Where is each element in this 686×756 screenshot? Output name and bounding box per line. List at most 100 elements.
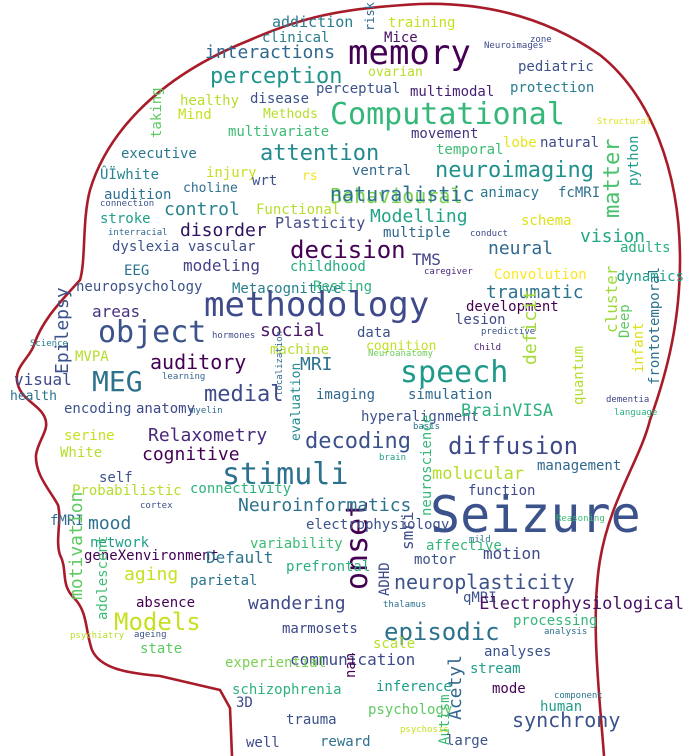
word-synchrony: synchrony xyxy=(512,708,621,732)
word-qmri: qMRI xyxy=(463,590,497,606)
word-analyses: analyses xyxy=(484,644,552,660)
word-conduct: conduct xyxy=(470,229,508,239)
word-child: Child xyxy=(474,343,502,353)
word-neuroanatomy: Neuroanatomy xyxy=(368,349,434,359)
word-adolescent: adolescent xyxy=(95,535,111,620)
word-mode: mode xyxy=(492,681,526,697)
word-stream: stream xyxy=(470,661,521,677)
word-visual: visual xyxy=(14,370,72,389)
word-behavioural: Behavioural xyxy=(330,184,463,208)
word-basis: basis xyxy=(413,422,441,432)
word-structural: Structural xyxy=(597,117,652,127)
word-simulation: simulation xyxy=(408,387,493,403)
word-wrt: wrt xyxy=(252,173,278,189)
word-interracial: interracial xyxy=(108,228,168,238)
word-function: function xyxy=(468,483,536,499)
word-audition: audition xyxy=(104,187,172,203)
word-parietal: parietal xyxy=(190,573,258,589)
word-neuroimaging: neuroimaging xyxy=(435,158,594,183)
word-motivation: motivation xyxy=(66,491,87,600)
word-modelling: Modelling xyxy=(370,206,468,227)
word-vision: vision xyxy=(580,226,646,247)
word-development: development xyxy=(466,299,559,315)
word-ageing: ageing xyxy=(134,630,167,640)
word-motor: motor xyxy=(414,552,457,568)
word-deep: Deep xyxy=(617,304,633,338)
word-mri: MRI xyxy=(300,354,333,375)
word-electrophysiological: Electrophysiological xyxy=(479,594,684,614)
word-cognition: cognition xyxy=(366,339,437,354)
word-disease: disease xyxy=(250,91,310,107)
word-training: training xyxy=(388,15,456,31)
word-scale: scale xyxy=(373,636,416,652)
word-perception: perception xyxy=(210,64,343,89)
word-brainvisa: BrainVISA xyxy=(461,401,554,421)
word-methods: Methods xyxy=(263,107,318,122)
word-clinical: clinical xyxy=(262,30,330,46)
word-mind: Mind xyxy=(178,107,212,123)
word-nan: nan xyxy=(343,652,359,678)
word-communication: communication xyxy=(290,650,416,669)
word-u-i-white: ÛÏwhite xyxy=(100,167,160,183)
word-seizure: Seizure xyxy=(430,486,641,544)
word-epilepsy: Epilepsy xyxy=(52,287,73,374)
word-variability: variability xyxy=(250,536,343,552)
word-caregiver: caregiver xyxy=(424,267,473,277)
word-infant: infant xyxy=(631,322,647,373)
word-rs: rs xyxy=(302,169,318,184)
word-health: health xyxy=(10,389,57,404)
word-trauma: trauma xyxy=(286,712,337,728)
word-mice: Mice xyxy=(384,30,418,46)
word-injury: injury xyxy=(206,165,257,181)
word-methodology: methodology xyxy=(204,285,430,325)
word-modeling: modeling xyxy=(183,256,261,275)
word-multimodal: multimodal xyxy=(410,84,495,100)
word-affective: affective xyxy=(426,538,502,554)
word-quantum: quantum xyxy=(571,345,587,405)
word-prefrontal: prefrontal xyxy=(286,559,371,575)
word-3d: 3D xyxy=(236,695,253,711)
word-executive: executive xyxy=(121,146,197,162)
word-vascular: vascular xyxy=(188,239,256,255)
word-childhood: childhood xyxy=(290,259,366,275)
word-learning: learning xyxy=(162,372,206,382)
word-large: large xyxy=(446,733,489,749)
word-computational: Computational xyxy=(330,97,565,132)
word-control: control xyxy=(164,199,240,220)
word-temporal: temporal xyxy=(436,142,504,158)
word-self: self xyxy=(99,470,133,486)
word-traumatic: traumatic xyxy=(486,282,584,303)
word-neuroinformatics: Neuroinformatics xyxy=(238,495,412,516)
word-object: object xyxy=(98,315,207,350)
word-smri: smri xyxy=(398,511,417,550)
word-attention: attention xyxy=(260,141,380,166)
word-schema: schema xyxy=(521,213,572,229)
word-electrophysiology: electrophysiology xyxy=(306,517,450,533)
word-processing: processing xyxy=(513,613,598,629)
word-neuroimages: Neuroimages xyxy=(484,41,544,51)
word-neuropsychology: neuropsychology xyxy=(76,279,203,295)
word-stimuli: stimuli xyxy=(222,457,349,492)
word-imaging: imaging xyxy=(316,387,376,403)
word-adults: adults xyxy=(620,240,671,256)
word-diffusion: diffusion xyxy=(448,432,579,460)
word-memory: memory xyxy=(348,33,471,73)
word-naturalistic: naturalistic xyxy=(330,182,475,206)
word-eeg: EEG xyxy=(124,263,150,279)
word-wandering: wandering xyxy=(248,593,346,614)
word-absence: absence xyxy=(136,595,196,611)
word-mvpa: MVPA xyxy=(75,349,109,365)
word-brain: brain xyxy=(379,453,407,463)
word-decoding: decoding xyxy=(305,429,411,454)
word-healthy: healthy xyxy=(180,93,240,109)
word-psychiatry: psychiatry xyxy=(70,631,125,641)
word-ovarian: ovarian xyxy=(368,65,423,80)
word-default: Default xyxy=(206,548,274,567)
word-fcmri: fcMRI xyxy=(558,185,601,201)
word-psychosis: psychosis xyxy=(400,725,449,735)
word-mild: mild xyxy=(469,535,491,545)
word-resting: Resting xyxy=(313,279,373,295)
word-language: language xyxy=(614,408,658,418)
word-addiction: addiction xyxy=(272,13,354,31)
